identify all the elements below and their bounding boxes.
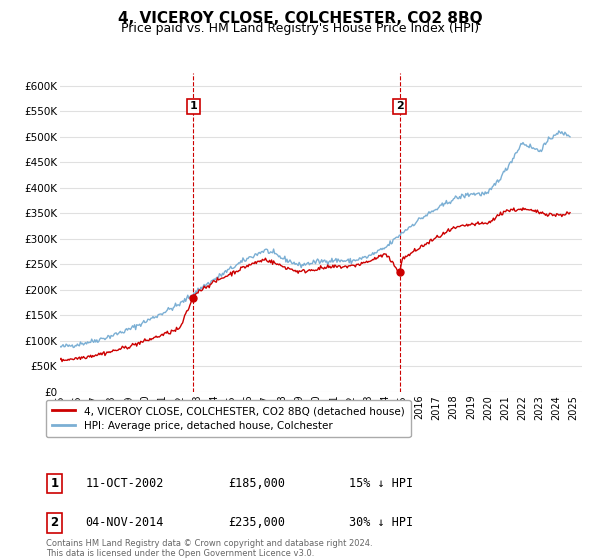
Text: Contains HM Land Registry data © Crown copyright and database right 2024.
This d: Contains HM Land Registry data © Crown c…: [46, 539, 373, 558]
Text: £185,000: £185,000: [228, 477, 286, 490]
Text: 04-NOV-2014: 04-NOV-2014: [85, 516, 164, 529]
Text: 2: 2: [50, 516, 58, 529]
Text: Price paid vs. HM Land Registry's House Price Index (HPI): Price paid vs. HM Land Registry's House …: [121, 22, 479, 35]
Text: 1: 1: [189, 101, 197, 111]
Text: 30% ↓ HPI: 30% ↓ HPI: [349, 516, 413, 529]
Text: £235,000: £235,000: [228, 516, 286, 529]
Text: 15% ↓ HPI: 15% ↓ HPI: [349, 477, 413, 490]
Text: 2: 2: [395, 101, 403, 111]
Text: 11-OCT-2002: 11-OCT-2002: [85, 477, 164, 490]
Legend: 4, VICEROY CLOSE, COLCHESTER, CO2 8BQ (detached house), HPI: Average price, deta: 4, VICEROY CLOSE, COLCHESTER, CO2 8BQ (d…: [46, 400, 410, 437]
Text: 4, VICEROY CLOSE, COLCHESTER, CO2 8BQ: 4, VICEROY CLOSE, COLCHESTER, CO2 8BQ: [118, 11, 482, 26]
Text: 1: 1: [50, 477, 58, 490]
